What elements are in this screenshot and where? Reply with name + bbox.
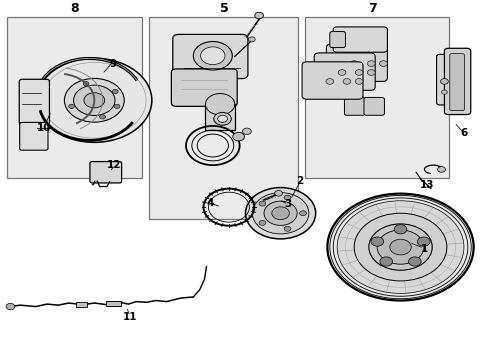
Text: 11: 11 (122, 312, 137, 322)
Circle shape (242, 128, 251, 135)
Circle shape (299, 211, 306, 216)
Text: 12: 12 (107, 160, 122, 170)
FancyBboxPatch shape (344, 98, 364, 115)
Circle shape (259, 220, 265, 225)
FancyBboxPatch shape (20, 122, 48, 150)
Circle shape (193, 41, 232, 70)
Circle shape (440, 78, 447, 84)
Bar (305, 17, 448, 177)
Circle shape (325, 78, 333, 84)
Text: 5: 5 (219, 2, 228, 15)
FancyBboxPatch shape (329, 32, 345, 48)
FancyBboxPatch shape (332, 27, 386, 52)
FancyBboxPatch shape (449, 54, 464, 111)
Circle shape (254, 12, 263, 19)
Text: 13: 13 (419, 180, 434, 190)
Circle shape (114, 104, 120, 108)
Circle shape (68, 104, 74, 108)
Circle shape (366, 61, 374, 67)
Circle shape (259, 201, 265, 206)
Circle shape (354, 69, 362, 75)
FancyBboxPatch shape (90, 162, 122, 183)
Text: 2: 2 (296, 176, 303, 186)
FancyBboxPatch shape (302, 62, 362, 99)
Circle shape (245, 188, 315, 239)
Circle shape (205, 94, 234, 115)
FancyBboxPatch shape (363, 98, 384, 115)
Circle shape (389, 239, 410, 255)
FancyBboxPatch shape (171, 69, 237, 106)
Circle shape (366, 69, 374, 75)
Circle shape (327, 194, 473, 301)
Text: 6: 6 (459, 128, 467, 138)
Circle shape (336, 201, 463, 293)
Circle shape (441, 90, 447, 94)
Circle shape (437, 167, 445, 172)
FancyBboxPatch shape (172, 35, 247, 78)
Bar (205, 104, 234, 130)
Circle shape (217, 115, 227, 122)
Circle shape (264, 201, 297, 225)
Text: 9: 9 (109, 59, 116, 69)
Circle shape (407, 257, 420, 266)
Circle shape (342, 78, 350, 84)
Circle shape (337, 69, 345, 75)
Circle shape (349, 61, 357, 67)
Circle shape (379, 257, 392, 266)
Text: 10: 10 (36, 123, 51, 133)
Circle shape (417, 237, 429, 246)
Circle shape (252, 193, 308, 234)
Circle shape (368, 224, 431, 270)
Text: 1: 1 (420, 244, 427, 254)
Circle shape (284, 226, 290, 231)
Text: 7: 7 (367, 2, 376, 15)
Circle shape (354, 78, 362, 84)
FancyBboxPatch shape (436, 54, 449, 105)
Circle shape (284, 195, 290, 200)
FancyBboxPatch shape (19, 79, 49, 125)
Text: 4: 4 (206, 198, 214, 208)
Circle shape (74, 85, 115, 116)
Circle shape (393, 225, 406, 234)
Bar (106, 301, 121, 306)
Circle shape (379, 61, 386, 67)
Bar (6, 17, 142, 177)
Circle shape (213, 112, 231, 125)
Circle shape (274, 190, 282, 196)
Circle shape (64, 78, 124, 122)
Circle shape (376, 230, 423, 264)
Text: 8: 8 (70, 2, 79, 15)
Circle shape (37, 58, 152, 142)
Circle shape (84, 93, 104, 108)
Bar (149, 17, 298, 219)
Circle shape (112, 89, 118, 94)
Circle shape (271, 207, 289, 220)
Circle shape (353, 213, 446, 281)
FancyBboxPatch shape (314, 53, 374, 90)
Text: 3: 3 (284, 199, 291, 209)
Circle shape (100, 115, 105, 119)
Circle shape (200, 47, 224, 65)
Circle shape (370, 237, 383, 246)
FancyBboxPatch shape (326, 44, 386, 81)
Circle shape (232, 132, 244, 141)
Circle shape (6, 303, 15, 310)
Bar (76, 302, 87, 307)
FancyBboxPatch shape (444, 48, 470, 114)
Circle shape (83, 82, 89, 86)
Circle shape (248, 37, 255, 42)
